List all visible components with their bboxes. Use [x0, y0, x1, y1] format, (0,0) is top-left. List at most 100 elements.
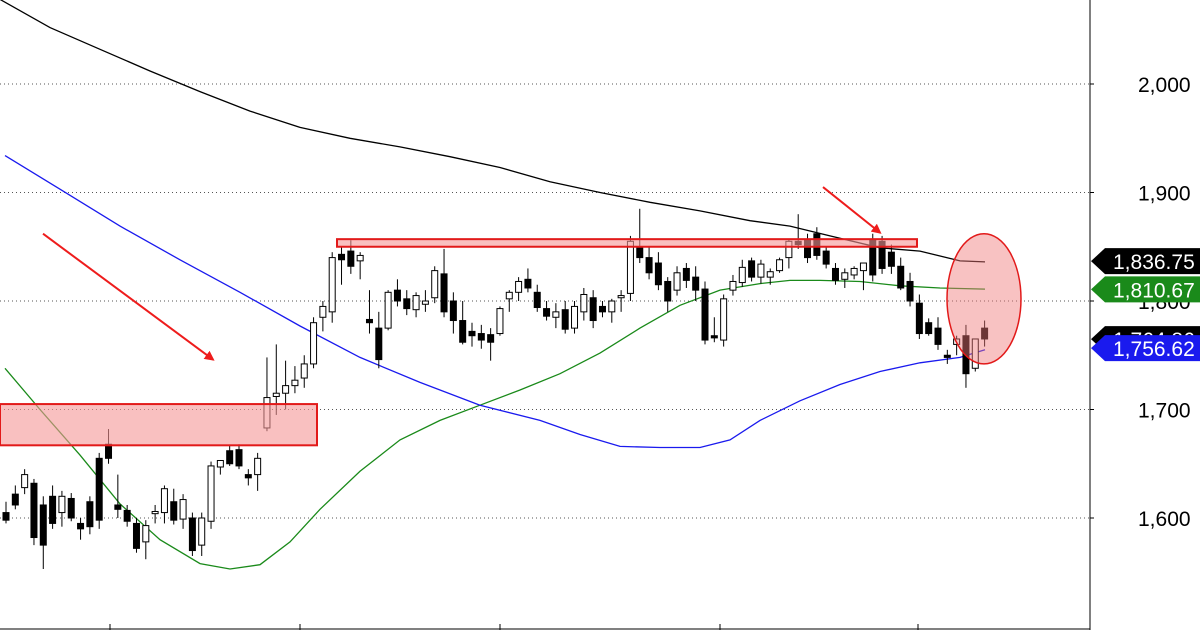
- candle-body: [272, 392, 280, 397]
- candle: [198, 512, 206, 556]
- candle: [505, 290, 513, 312]
- candle: [692, 266, 700, 301]
- candle-body: [543, 308, 551, 317]
- candle: [235, 444, 243, 470]
- candle: [384, 290, 392, 331]
- annotation-arrow: [42, 232, 215, 361]
- candle-body: [496, 308, 504, 335]
- annotations: [0, 186, 1022, 447]
- candle: [431, 266, 439, 304]
- candle-body: [561, 309, 569, 330]
- candle: [170, 488, 178, 525]
- candle-body: [934, 327, 942, 345]
- candle: [310, 317, 318, 369]
- candle-body: [608, 300, 616, 313]
- candle-body: [105, 443, 113, 459]
- candle-body: [915, 302, 923, 335]
- candle: [11, 485, 19, 510]
- candle: [319, 301, 327, 332]
- candle: [859, 262, 867, 291]
- tag-label: 1,756.62: [1113, 338, 1195, 361]
- candle: [617, 290, 625, 312]
- candle-body: [897, 265, 905, 289]
- candle-body: [95, 457, 103, 521]
- candle: [580, 287, 588, 321]
- candle: [850, 266, 858, 280]
- candle-body: [39, 504, 47, 546]
- candle-body: [533, 291, 541, 309]
- candle-body: [226, 450, 234, 465]
- candle-body: [170, 501, 178, 521]
- candle: [766, 268, 774, 285]
- candle-body: [477, 333, 485, 341]
- candle-body: [645, 257, 653, 274]
- candle: [123, 504, 131, 527]
- candle-body: [515, 280, 523, 293]
- candle-body: [384, 291, 392, 329]
- price-tick-label: 2,000: [1138, 74, 1191, 97]
- candle-body: [580, 293, 588, 313]
- candle-body: [906, 280, 914, 302]
- candle: [971, 338, 979, 372]
- candle-body: [310, 322, 318, 365]
- candle: [477, 324, 485, 349]
- candle: [710, 317, 718, 343]
- candle: [664, 277, 672, 312]
- candle: [30, 478, 38, 546]
- candle: [738, 259, 746, 287]
- candle-body: [841, 272, 849, 280]
- candle-body: [748, 260, 756, 278]
- candle: [571, 301, 579, 334]
- moving-average-line: [4, 155, 986, 449]
- candle: [496, 306, 504, 336]
- candle-body: [216, 459, 224, 468]
- candle: [515, 277, 523, 301]
- tag-label: 1,836.75: [1113, 251, 1195, 274]
- gridlines: [0, 83, 1090, 519]
- candle: [132, 518, 140, 553]
- candle-body: [338, 253, 346, 261]
- candle-body: [962, 335, 970, 375]
- candle: [598, 301, 606, 318]
- highlight-ellipse: [946, 232, 1022, 365]
- candle-body: [151, 510, 159, 515]
- candle-body: [291, 379, 299, 387]
- candle: [86, 496, 94, 535]
- candle: [487, 328, 495, 361]
- tag-background: [1091, 335, 1200, 362]
- candle: [682, 263, 690, 288]
- candle-body: [552, 311, 560, 318]
- candle-body: [356, 254, 364, 262]
- candle-body: [449, 300, 457, 322]
- candle-body: [925, 322, 933, 335]
- candle: [934, 317, 942, 350]
- moving-averages: [0, 0, 986, 570]
- candle: [254, 452, 262, 491]
- candle-body: [626, 240, 634, 294]
- candle: [188, 512, 196, 556]
- candle-body: [487, 334, 495, 343]
- candle-body: [49, 495, 57, 524]
- candle: [981, 320, 989, 347]
- candle: [925, 318, 933, 336]
- candle: [822, 246, 830, 269]
- candle-body: [142, 525, 150, 543]
- candle-body: [459, 320, 467, 343]
- candle-body: [440, 273, 448, 313]
- candle: [608, 298, 616, 323]
- candle: [151, 504, 159, 524]
- candle-body: [179, 499, 187, 520]
- candle: [160, 485, 168, 524]
- candle-body: [636, 246, 644, 259]
- candle-body: [571, 305, 579, 329]
- candle: [524, 268, 532, 293]
- candle: [729, 274, 737, 296]
- candle: [654, 252, 662, 291]
- candle-body: [654, 262, 662, 286]
- tag-label: 1,810.67: [1113, 279, 1195, 302]
- candle: [244, 469, 252, 486]
- candle-body: [859, 262, 867, 272]
- candle-body: [524, 278, 532, 289]
- last-value-tag: 1,756.62: [1091, 335, 1200, 362]
